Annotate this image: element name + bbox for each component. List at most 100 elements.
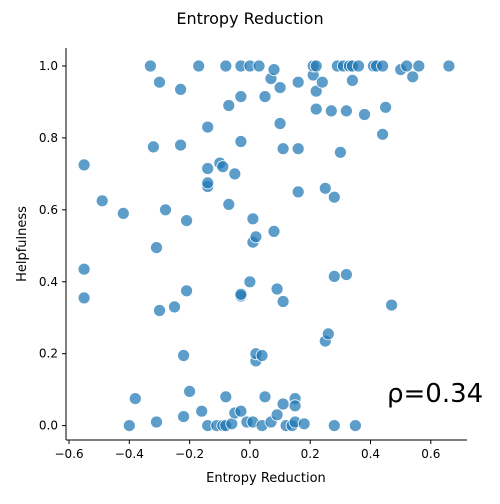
data-point-94	[122, 419, 136, 433]
data-point-48	[77, 158, 91, 172]
data-point-34	[309, 102, 323, 116]
data-point-0	[143, 59, 157, 73]
data-point-66	[249, 230, 263, 244]
data-point-62	[180, 214, 194, 228]
data-point-90	[258, 390, 272, 404]
data-point-1	[153, 75, 166, 89]
data-point-49	[201, 162, 215, 175]
x-tick-label-2: −0.2	[175, 447, 204, 461]
data-point-83	[177, 349, 191, 362]
data-point-46	[333, 145, 347, 159]
data-point-55	[291, 185, 305, 199]
data-point-82	[321, 327, 335, 341]
data-point-38	[379, 100, 393, 114]
points-layer	[77, 59, 456, 433]
data-point-29	[442, 59, 456, 73]
data-point-96	[177, 410, 191, 424]
data-point-102	[225, 417, 239, 431]
y-tick-label-3: 0.6	[39, 203, 58, 217]
data-point-8	[267, 63, 281, 76]
data-point-36	[339, 104, 353, 118]
data-point-2	[192, 59, 206, 73]
data-point-33	[258, 90, 272, 103]
data-point-37	[358, 108, 371, 121]
data-point-109	[270, 408, 284, 422]
data-point-51	[216, 160, 230, 174]
data-point-57	[95, 194, 109, 208]
data-point-15	[315, 75, 329, 89]
data-point-54	[201, 176, 215, 190]
data-point-60	[116, 206, 130, 220]
data-point-32	[234, 90, 248, 103]
data-point-113	[297, 417, 311, 431]
data-point-73	[180, 284, 194, 298]
data-point-79	[153, 304, 166, 317]
data-point-13	[309, 59, 323, 73]
y-tick-label-0: 0.0	[39, 419, 58, 433]
data-point-52	[228, 167, 242, 181]
data-point-93	[288, 399, 302, 413]
data-point-95	[150, 415, 163, 429]
x-tick-label-3: 0.0	[240, 447, 259, 461]
data-point-69	[243, 275, 257, 289]
data-point-70	[327, 269, 341, 283]
data-point-24	[376, 59, 390, 73]
data-point-89	[219, 390, 233, 404]
y-tick-label-5: 1.0	[39, 59, 58, 73]
data-point-6	[252, 59, 266, 73]
data-point-9	[273, 81, 287, 94]
data-point-59	[327, 190, 341, 204]
x-ticks: −0.6 −0.4 −0.2 0.0 0.2 0.4 0.6	[54, 440, 440, 461]
data-point-76	[270, 282, 284, 296]
y-tick-label-4: 0.8	[39, 131, 58, 145]
data-point-91	[276, 397, 290, 411]
data-point-35	[324, 104, 338, 118]
data-point-26	[400, 59, 414, 73]
data-point-78	[385, 298, 399, 312]
data-point-67	[150, 241, 163, 255]
data-point-75	[234, 287, 248, 301]
data-point-44	[276, 142, 290, 156]
data-point-56	[318, 181, 332, 195]
data-point-3	[219, 59, 233, 73]
data-point-31	[222, 99, 236, 112]
data-point-88	[183, 384, 197, 398]
y-ticks: 0.0 0.2 0.4 0.6 0.8 1.0	[39, 59, 66, 433]
data-point-80	[168, 300, 181, 314]
data-point-77	[276, 295, 290, 308]
axes-layer	[65, 48, 467, 441]
data-point-40	[273, 117, 287, 130]
data-point-20	[345, 74, 359, 87]
chart-title: Entropy Reduction	[176, 9, 323, 28]
data-point-27	[406, 70, 420, 84]
data-point-104	[234, 404, 248, 418]
data-point-87	[128, 392, 142, 406]
data-point-47	[376, 127, 390, 141]
x-tick-label-5: 0.4	[361, 447, 380, 461]
data-point-45	[291, 142, 305, 156]
data-point-28	[412, 59, 426, 73]
x-tick-label-1: −0.4	[115, 447, 144, 461]
data-point-63	[246, 212, 260, 226]
data-point-72	[77, 291, 91, 305]
data-point-86	[255, 349, 269, 362]
x-tick-label-4: 0.2	[301, 447, 320, 461]
y-tick-label-1: 0.2	[39, 347, 58, 361]
data-point-61	[159, 203, 172, 217]
data-point-14	[309, 84, 323, 98]
data-point-39	[201, 120, 215, 134]
data-point-68	[77, 262, 91, 276]
data-point-64	[267, 224, 281, 238]
data-point-114	[327, 419, 341, 433]
data-point-43	[234, 135, 248, 148]
data-point-21	[352, 59, 365, 73]
x-tick-label-6: 0.6	[421, 447, 440, 461]
data-point-115	[348, 419, 362, 433]
x-axis-label: Entropy Reduction	[206, 471, 326, 486]
data-point-10	[291, 75, 305, 89]
x-tick-label-0: −0.6	[54, 447, 83, 461]
correlation-annotation: ρ=0.34	[387, 379, 483, 409]
y-axis-label: Helpfulness	[15, 206, 30, 282]
